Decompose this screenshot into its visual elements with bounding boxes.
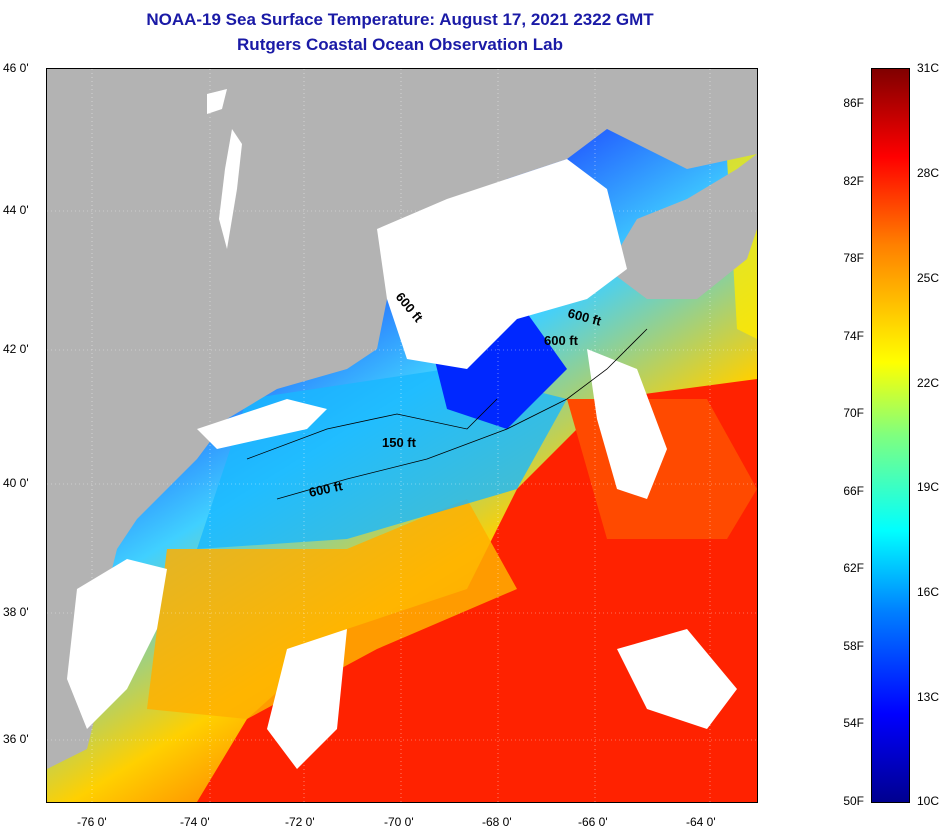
contour-150ft: [246, 398, 498, 460]
colorbar-c-16: 16C: [917, 585, 940, 599]
colorbar-c-25: 25C: [917, 271, 940, 285]
lon-label-68: -68 0': [482, 815, 512, 829]
lat-label-46: 46 0': [3, 61, 29, 75]
colorbar-c-31: 31C: [917, 61, 940, 75]
lon-label-74: -74 0': [180, 815, 210, 829]
lon-label-70: -70 0': [384, 815, 414, 829]
colorbar-f-58: 58F: [843, 639, 864, 653]
colorbar-f-78: 78F: [843, 251, 864, 265]
cloud-inland-strip: [219, 129, 242, 249]
temperature-colorbar: [871, 68, 910, 803]
sst-map-canvas: 600 ft 600 ft 600 ft 150 ft 600 ft: [47, 69, 757, 802]
lon-label-64: -64 0': [686, 815, 716, 829]
colorbar-f-74: 74F: [843, 329, 864, 343]
contour-label-600ft-shelf: 600 ft: [308, 478, 345, 500]
chart-title: NOAA-19 Sea Surface Temperature: August …: [146, 10, 654, 29]
colorbar-f-66: 66F: [843, 484, 864, 498]
lat-label-38: 38 0': [3, 605, 29, 619]
colorbar-f-50: 50F: [843, 794, 864, 808]
colorbar-c-22: 22C: [917, 376, 940, 390]
colorbar-f-70: 70F: [843, 406, 864, 420]
lat-label-42: 42 0': [3, 342, 29, 356]
contour-600ft: [276, 328, 648, 500]
cloud-inland-lake: [207, 89, 227, 114]
colorbar-f-82: 82F: [843, 174, 864, 188]
lon-label-76: -76 0': [77, 815, 107, 829]
colorbar-c-28: 28C: [917, 166, 940, 180]
cloud-southeast: [617, 629, 737, 729]
lon-label-72: -72 0': [285, 815, 315, 829]
lat-label-40: 40 0': [3, 476, 29, 490]
contour-label-600ft-georges: 600 ft: [544, 333, 579, 348]
colorbar-c-19: 19C: [917, 480, 940, 494]
cloud-gulf-of-maine: [377, 159, 627, 369]
cloud-south: [267, 629, 347, 769]
land-northeast-us: [47, 69, 757, 769]
colorbar-f-62: 62F: [843, 561, 864, 575]
lat-label-36: 36 0': [3, 732, 29, 746]
chart-subtitle: Rutgers Coastal Ocean Observation Lab: [237, 35, 563, 54]
cloud-long-island: [197, 399, 327, 449]
sst-map[interactable]: 600 ft 600 ft 600 ft 150 ft 600 ft: [46, 68, 758, 803]
colorbar-f-54: 54F: [843, 716, 864, 730]
cloud-offshore-east: [587, 349, 667, 499]
lon-label-66: -66 0': [578, 815, 608, 829]
colorbar-c-13: 13C: [917, 690, 940, 704]
colorbar-c-10: 10C: [917, 794, 940, 808]
colorbar-f-86: 86F: [843, 96, 864, 110]
mid-temp-band: [147, 499, 517, 719]
lat-label-44: 44 0': [3, 203, 29, 217]
contour-label-150ft: 150 ft: [382, 435, 417, 450]
land-nova-scotia: [607, 154, 757, 299]
